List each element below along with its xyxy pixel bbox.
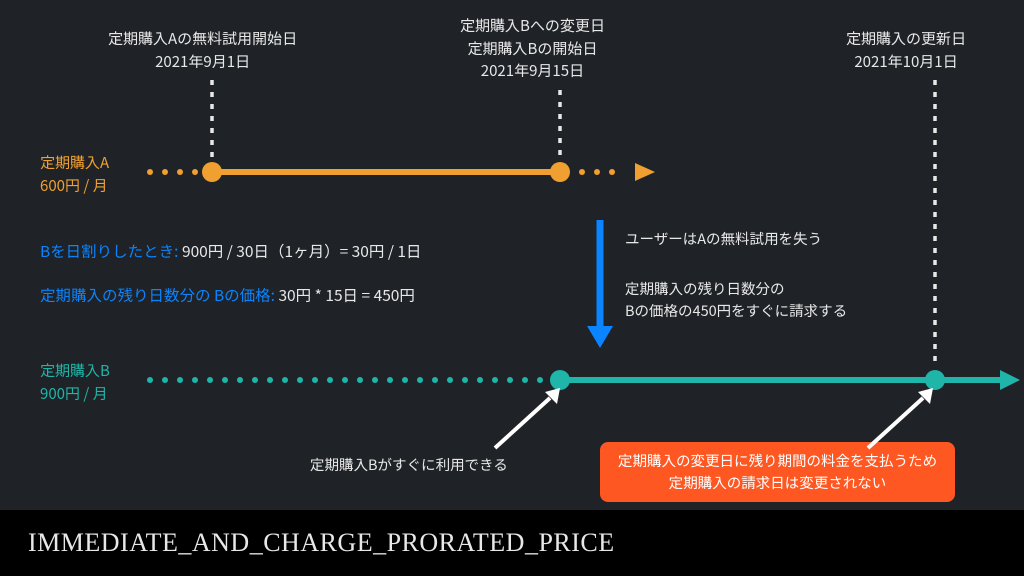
label-text: 定期購入Aの無料試用開始日 xyxy=(108,28,297,49)
desc-2: 定期購入の残り日数分の Bの価格の450円をすぐに請求する xyxy=(625,278,847,322)
bottom-label: 定期購入Bがすぐに利用できる xyxy=(310,454,508,476)
label-text: 2021年9月15日 xyxy=(481,60,584,81)
label-text: 600円 / 月 xyxy=(40,175,108,196)
desc-text: 定期購入の残り日数分の xyxy=(625,278,785,299)
callout-text: 定期購入の変更日に残り期間の料金を支払うため xyxy=(618,450,937,471)
desc-text: ユーザーはAの無料試用を失う xyxy=(625,228,822,249)
label-text: 定期購入Bの開始日 xyxy=(468,38,598,59)
label-text: 定期購入の更新日 xyxy=(846,28,966,49)
desc-text: Bの価格の450円をすぐに請求する xyxy=(625,300,847,321)
label-oct1: 定期購入の更新日 2021年10月1日 xyxy=(846,28,966,73)
label-sep15: 定期購入Bへの変更日 定期購入Bの開始日 2021年9月15日 xyxy=(460,15,605,83)
calc-mid: Bの価格: xyxy=(211,284,275,306)
calc-line-2: 定期購入の残り日数分の Bの価格: 30円 * 15日 = 450円 xyxy=(40,284,415,306)
label-text: 2021年9月1日 xyxy=(155,51,250,72)
label-text: 定期購入A xyxy=(40,152,109,173)
label-text: 900円 / 月 xyxy=(40,383,108,404)
calc-rest: 900円 / 30日（1ヶ月）= 30円 / 1日 xyxy=(179,240,422,262)
callout-text: 定期購入の請求日は変更されない xyxy=(669,472,887,493)
label-text: 定期購入Bがすぐに利用できる xyxy=(310,454,508,475)
footer-bar: IMMEDIATE_AND_CHARGE_PRORATED_PRICE xyxy=(0,510,1024,576)
footer-title: IMMEDIATE_AND_CHARGE_PRORATED_PRICE xyxy=(28,528,615,558)
calc-line-1: Bを日割りしたとき: 900円 / 30日（1ヶ月）= 30円 / 1日 xyxy=(40,240,422,262)
calc-prefix: 定期購入の残り日数分の xyxy=(40,284,211,306)
label-text: 定期購入Bへの変更日 xyxy=(460,15,605,36)
side-label-b: 定期購入B 900円 / 月 xyxy=(40,360,110,405)
label-text: 2021年10月1日 xyxy=(854,51,957,72)
calc-rest: 30円 * 15日 = 450円 xyxy=(275,284,415,306)
side-label-a: 定期購入A 600円 / 月 xyxy=(40,152,109,197)
label-text: 定期購入B xyxy=(40,360,110,381)
calc-prefix: Bを日割りしたとき: xyxy=(40,240,179,262)
desc-1: ユーザーはAの無料試用を失う xyxy=(625,228,822,250)
label-sep1: 定期購入Aの無料試用開始日 2021年9月1日 xyxy=(108,28,297,73)
callout-box: 定期購入の変更日に残り期間の料金を支払うため 定期購入の請求日は変更されない xyxy=(600,442,955,502)
